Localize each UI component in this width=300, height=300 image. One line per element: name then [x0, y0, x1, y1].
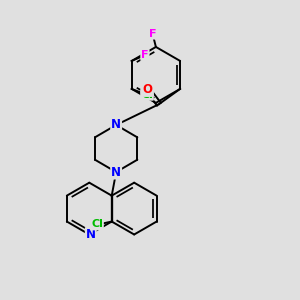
Text: N: N: [86, 228, 96, 241]
Text: Cl: Cl: [141, 90, 153, 100]
Text: Cl: Cl: [91, 220, 103, 230]
Text: O: O: [143, 83, 153, 96]
Text: F: F: [141, 50, 149, 60]
Text: F: F: [148, 29, 156, 39]
Text: N: N: [111, 118, 121, 131]
Text: N: N: [111, 166, 121, 178]
